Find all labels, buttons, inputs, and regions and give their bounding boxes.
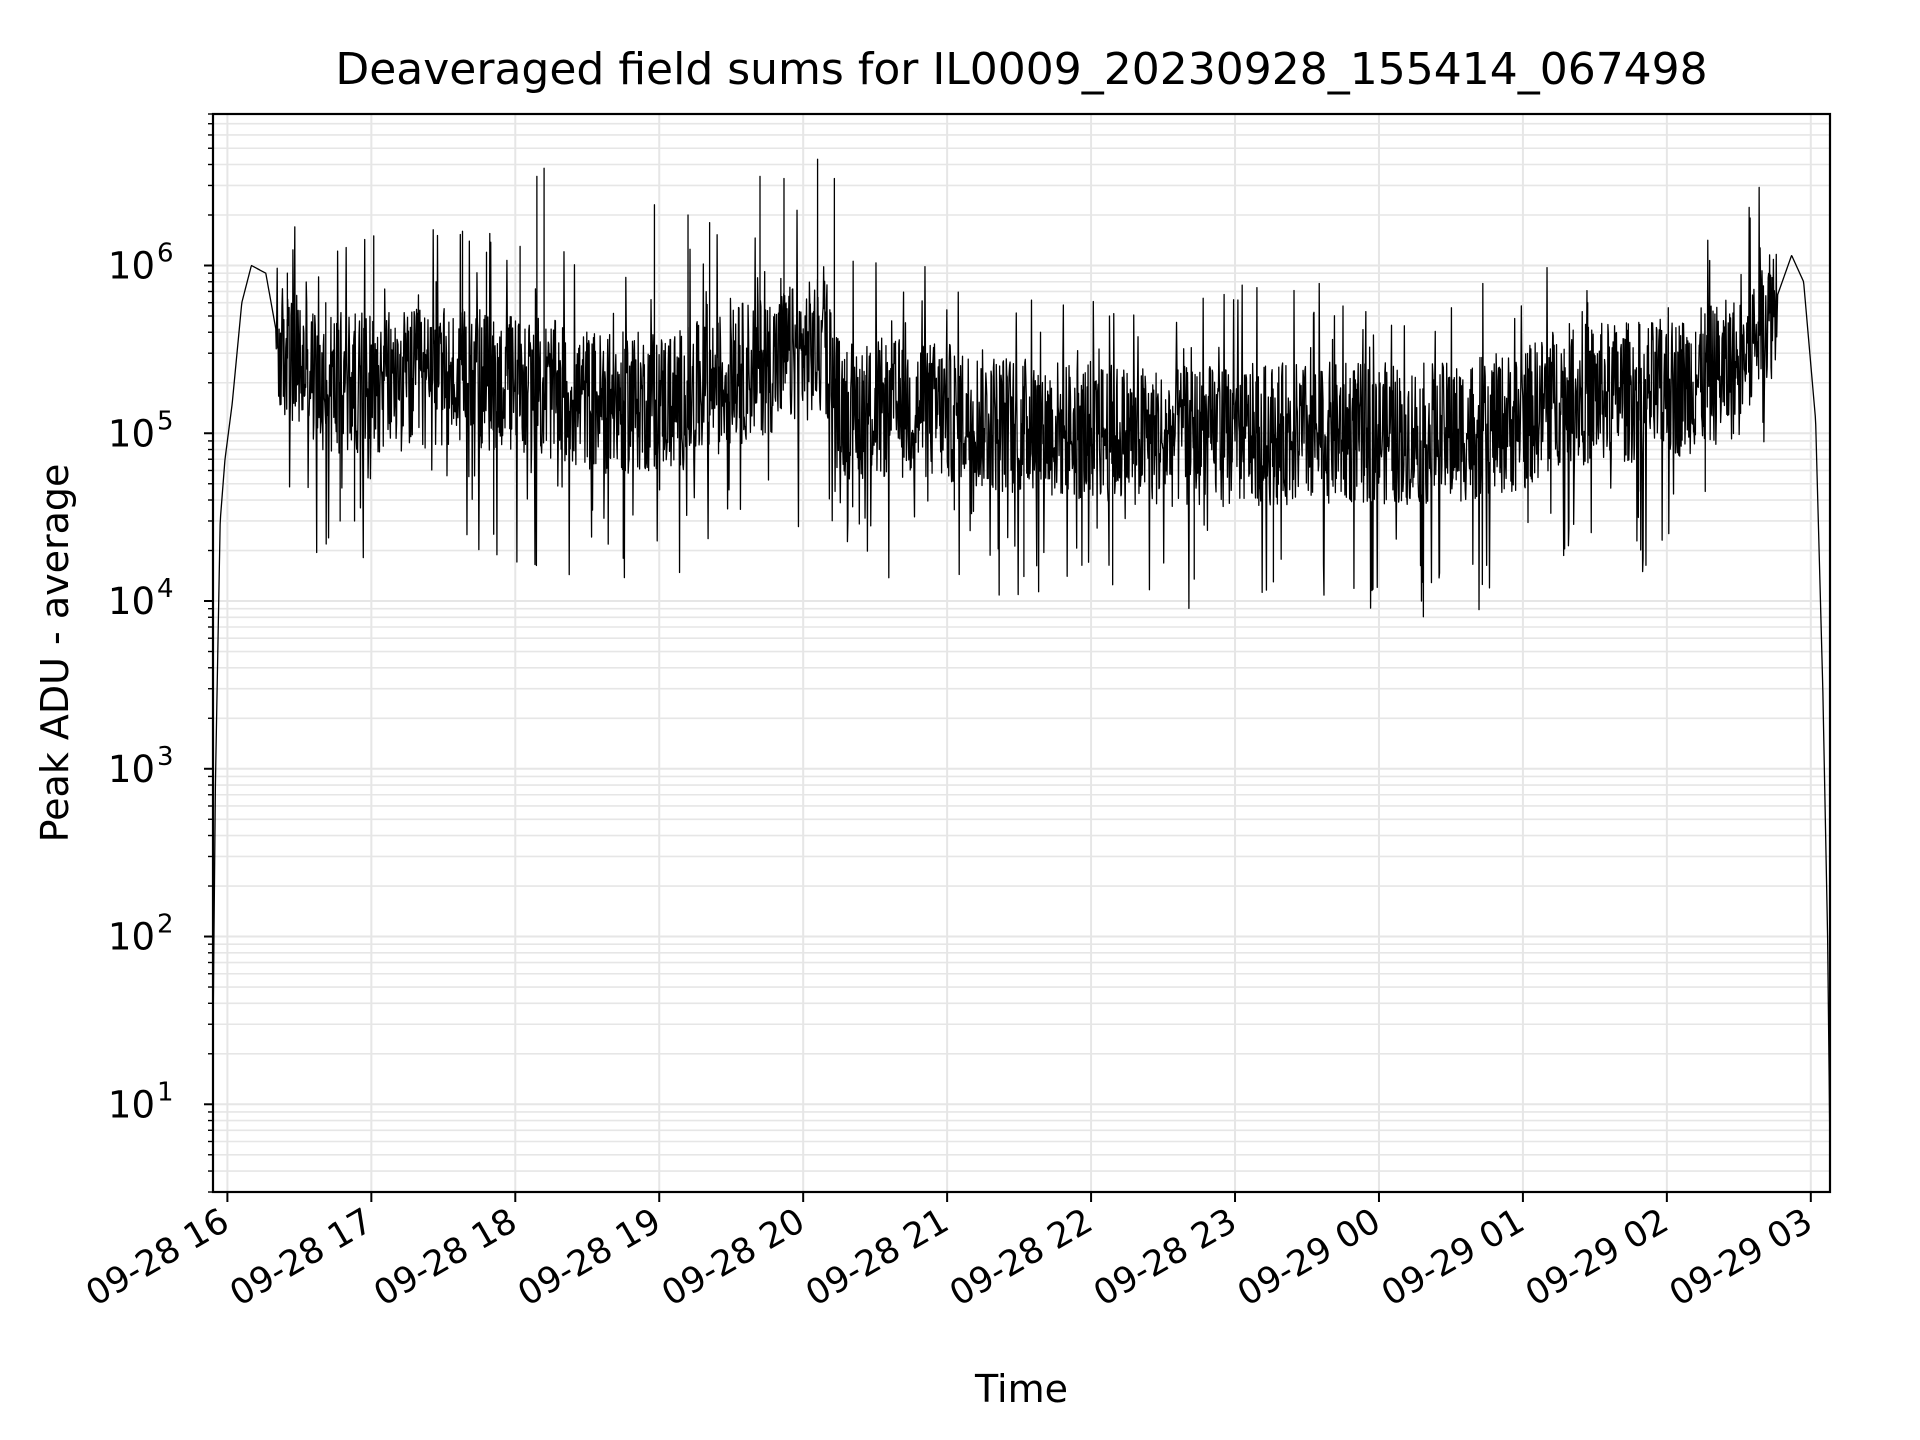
plot-frame [211, 112, 1832, 1194]
y-tick-label: 10 [108, 412, 155, 455]
y-tick-exponent: 5 [157, 406, 174, 436]
y-tick-exponent: 3 [157, 742, 174, 772]
chart-title: Deaveraged field sums for IL0009_2023092… [335, 44, 1707, 95]
y-tick-exponent: 6 [157, 238, 174, 268]
y-tick-label: 10 [108, 916, 155, 959]
y-tick-label: 10 [108, 580, 155, 623]
y-tick-label: 10 [108, 748, 155, 791]
y-tick-label: 10 [108, 244, 155, 287]
grid [213, 113, 1830, 1193]
y-tick-label: 10 [108, 1083, 155, 1126]
y-axis-label: Peak ADU - average [33, 464, 77, 843]
series-line [212, 158, 1831, 1155]
y-tick-exponent: 4 [157, 574, 174, 604]
y-tick-exponent: 1 [157, 1077, 174, 1107]
x-axis-label: Time [974, 1367, 1068, 1411]
y-tick-exponent: 2 [157, 910, 174, 940]
plot-area [212, 158, 1831, 1155]
